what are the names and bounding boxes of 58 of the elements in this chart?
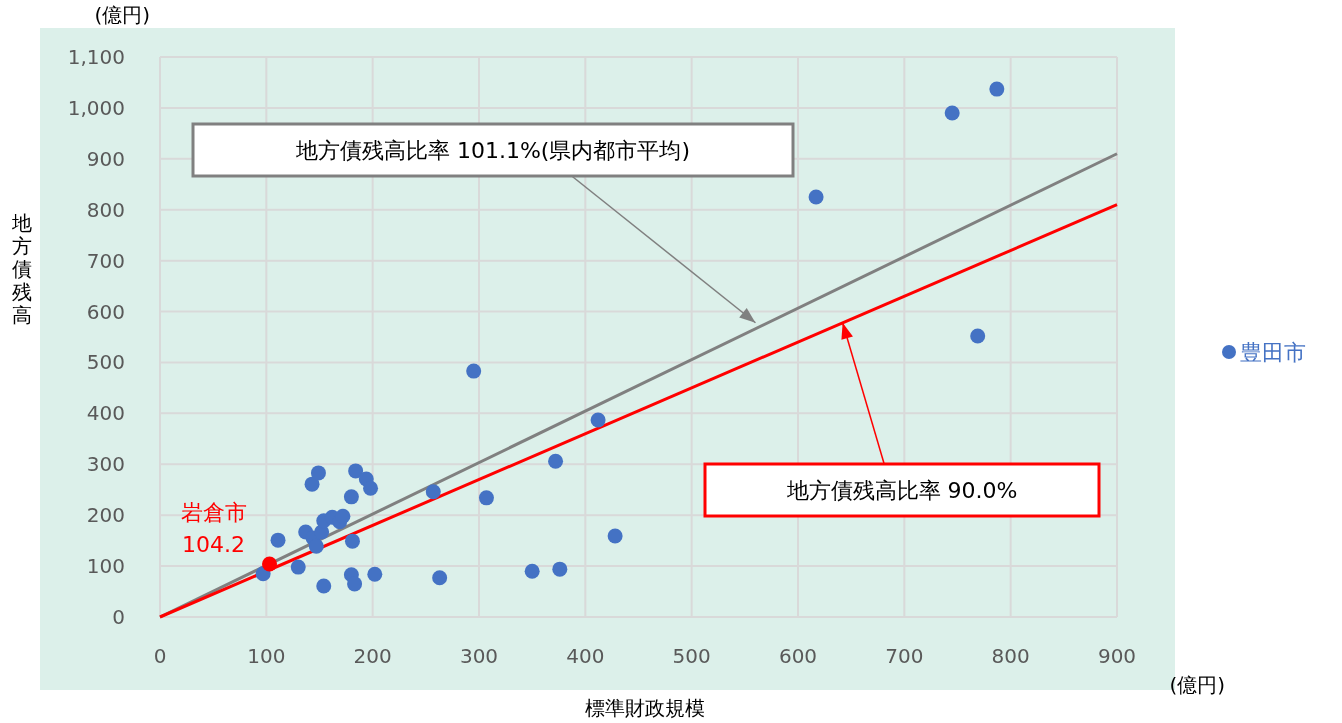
y-tick-label: 0: [112, 605, 125, 629]
x-tick-label: 0: [153, 644, 167, 668]
y-tick-label: 500: [86, 350, 125, 375]
x-tick-label: 800: [991, 644, 1030, 668]
y-tick-label: 200: [86, 503, 125, 528]
point: [363, 480, 379, 496]
point: [262, 556, 278, 572]
annotation: 地方債残高比率 90.0%: [785, 478, 1018, 503]
y-tick-label: 700: [86, 248, 125, 273]
point: [335, 508, 351, 524]
x-tick-label: 700: [885, 644, 924, 668]
point: [304, 476, 320, 492]
point: [270, 532, 286, 548]
point: [310, 465, 326, 481]
y-tick-label: 900: [86, 146, 125, 171]
point: [425, 484, 441, 500]
point: [348, 463, 364, 479]
y-tick-label: 1,000: [67, 95, 125, 120]
point: [432, 570, 448, 586]
x-tick-label: 500: [672, 644, 711, 668]
point: [607, 528, 623, 544]
point: [367, 566, 383, 582]
point: [989, 81, 1005, 97]
point: [548, 453, 564, 469]
y-tick-label: 300: [86, 452, 125, 477]
x-tick-label: 900: [1097, 644, 1137, 668]
x-tick-label: 300: [459, 644, 499, 668]
y-tick-label: 600: [86, 299, 125, 324]
point: [524, 563, 540, 579]
point: [316, 578, 332, 594]
legend-label: 豊田市: [1240, 340, 1306, 365]
y-tick-label: 100: [86, 554, 125, 579]
point: [308, 538, 324, 554]
point: [343, 489, 359, 505]
x-tick-label: 200: [353, 644, 392, 668]
point: [970, 328, 986, 344]
point: [466, 363, 482, 379]
text: (億円): [94, 3, 150, 27]
annotation: 岩倉市: [180, 499, 247, 525]
x-tick-label: 600: [778, 644, 818, 668]
point: [478, 490, 494, 506]
annotation: 地方債残高比率 101.1%(県内都市平均): [294, 138, 691, 163]
x-axis-title: 標準財政規模: [585, 696, 705, 720]
point: [808, 189, 824, 205]
point: [290, 559, 306, 575]
point: [944, 105, 960, 121]
point: [590, 412, 606, 428]
point: [552, 561, 568, 577]
data-label: 104.2: [182, 531, 246, 557]
x-tick-label: 100: [247, 644, 286, 668]
x-tick-label: 400: [566, 644, 605, 668]
y-tick-label: 400: [86, 401, 125, 426]
y-tick-label: 800: [86, 197, 125, 222]
text: (億円): [1169, 673, 1225, 697]
point: [347, 576, 363, 592]
y-axis-title: 地方債残高: [11, 211, 32, 327]
y-tick-label: 1,100: [67, 45, 125, 69]
point: [344, 533, 360, 549]
